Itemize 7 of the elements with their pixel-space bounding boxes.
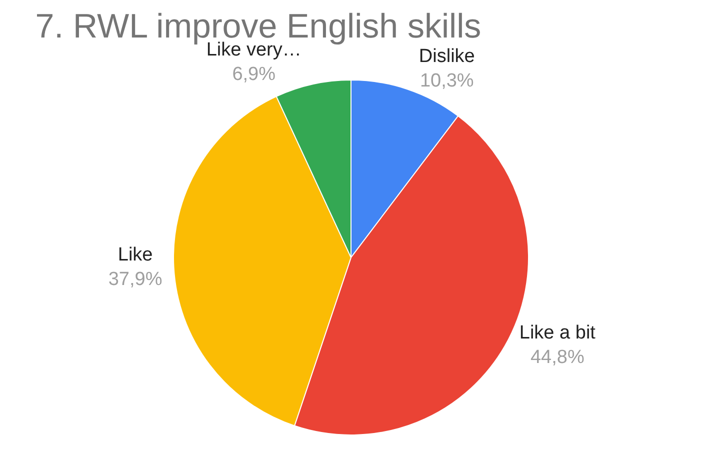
data-label: 44,8% bbox=[530, 347, 584, 368]
slice-label: Like bbox=[118, 244, 153, 266]
data-label: 10,3% bbox=[420, 70, 474, 92]
data-label: 6,9% bbox=[232, 64, 276, 86]
slice-label: Like a bit bbox=[519, 322, 596, 344]
data-label: 37,9% bbox=[108, 269, 162, 290]
slice-label: Dislike bbox=[418, 46, 475, 67]
